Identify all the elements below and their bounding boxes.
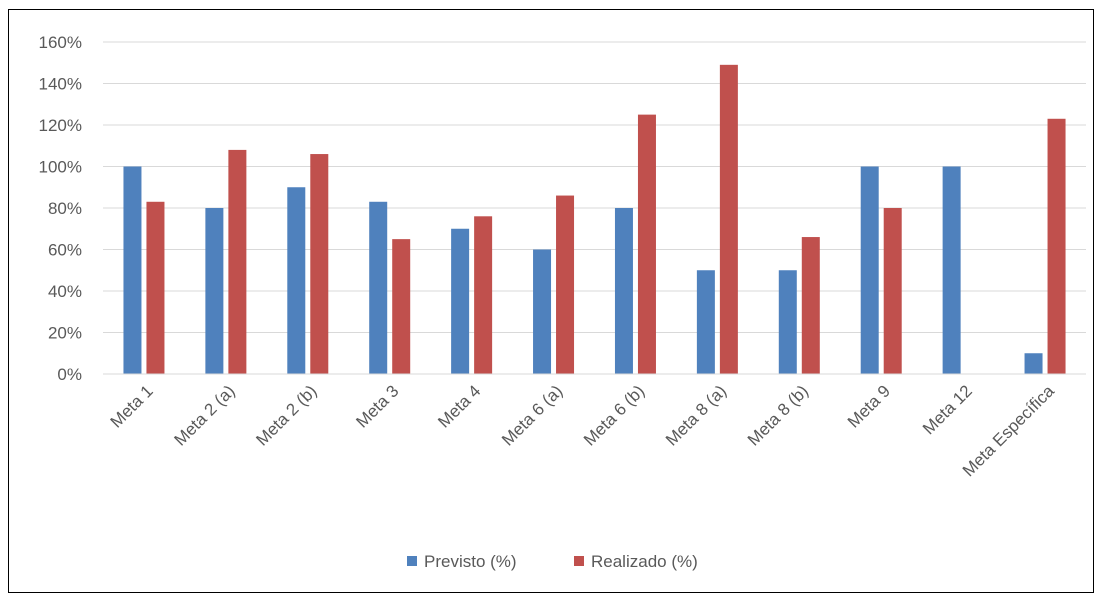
gridlines	[103, 41, 1086, 333]
legend-swatch-realizado	[574, 556, 584, 566]
bar-previsto	[860, 166, 879, 374]
y-tick-label: 100%	[39, 158, 82, 177]
x-tick-label: Meta 12	[919, 381, 976, 438]
bar-previsto	[369, 201, 388, 374]
bar-realizado	[474, 216, 493, 374]
bar-realizado	[637, 114, 656, 374]
y-tick-label: 140%	[39, 75, 82, 94]
y-tick-label: 80%	[48, 199, 82, 218]
y-tick-label: 40%	[48, 282, 82, 301]
bar-realizado	[228, 149, 247, 374]
x-tick-label: Meta 3	[352, 381, 402, 431]
x-tick-label: Meta 4	[434, 381, 484, 431]
bar-realizado	[801, 237, 820, 374]
bar-previsto	[696, 270, 715, 374]
x-tick-label: Meta 6 (a)	[498, 381, 566, 449]
bar-previsto	[287, 187, 306, 374]
legend: Previsto (%) Realizado (%)	[407, 552, 698, 571]
bar-previsto	[614, 208, 633, 374]
bars	[123, 64, 1066, 375]
bar-realizado	[883, 208, 902, 374]
y-axis-ticks: 0% 20% 40% 60% 80% 100% 120% 140% 160%	[39, 33, 82, 384]
bar-previsto	[123, 166, 142, 374]
y-tick-label: 0%	[57, 365, 82, 384]
bar-realizado	[556, 195, 575, 374]
y-tick-label: 160%	[39, 33, 82, 52]
bar-previsto	[205, 208, 224, 374]
bar-previsto	[942, 166, 961, 374]
x-tick-label: Meta 6 (b)	[580, 381, 648, 449]
x-tick-label: Meta 8 (b)	[744, 381, 812, 449]
bar-realizado	[1047, 118, 1066, 375]
legend-swatch-previsto	[407, 556, 417, 566]
legend-label-previsto: Previsto (%)	[424, 552, 517, 571]
x-tick-label: Meta 2 (a)	[170, 381, 238, 449]
bar-previsto	[533, 249, 552, 374]
x-tick-label: Meta 1	[107, 381, 157, 431]
x-tick-label: Meta 9	[844, 381, 894, 431]
y-tick-label: 60%	[48, 241, 82, 260]
y-tick-label: 120%	[39, 116, 82, 135]
bar-previsto	[778, 270, 797, 374]
bar-previsto	[1024, 353, 1043, 374]
x-tick-label: Meta 2 (b)	[252, 381, 320, 449]
x-tick-label: Meta 8 (a)	[662, 381, 730, 449]
bar-previsto	[451, 228, 470, 374]
x-axis-ticks: Meta 1 Meta 2 (a) Meta 2 (b) Meta 3 Meta 4 Me…	[107, 381, 1059, 480]
bar-realizado	[310, 154, 329, 374]
legend-label-realizado: Realizado (%)	[591, 552, 698, 571]
bar-realizado	[719, 64, 738, 374]
bar-realizado	[392, 239, 411, 374]
bar-realizado	[146, 201, 165, 374]
y-tick-label: 20%	[48, 324, 82, 343]
